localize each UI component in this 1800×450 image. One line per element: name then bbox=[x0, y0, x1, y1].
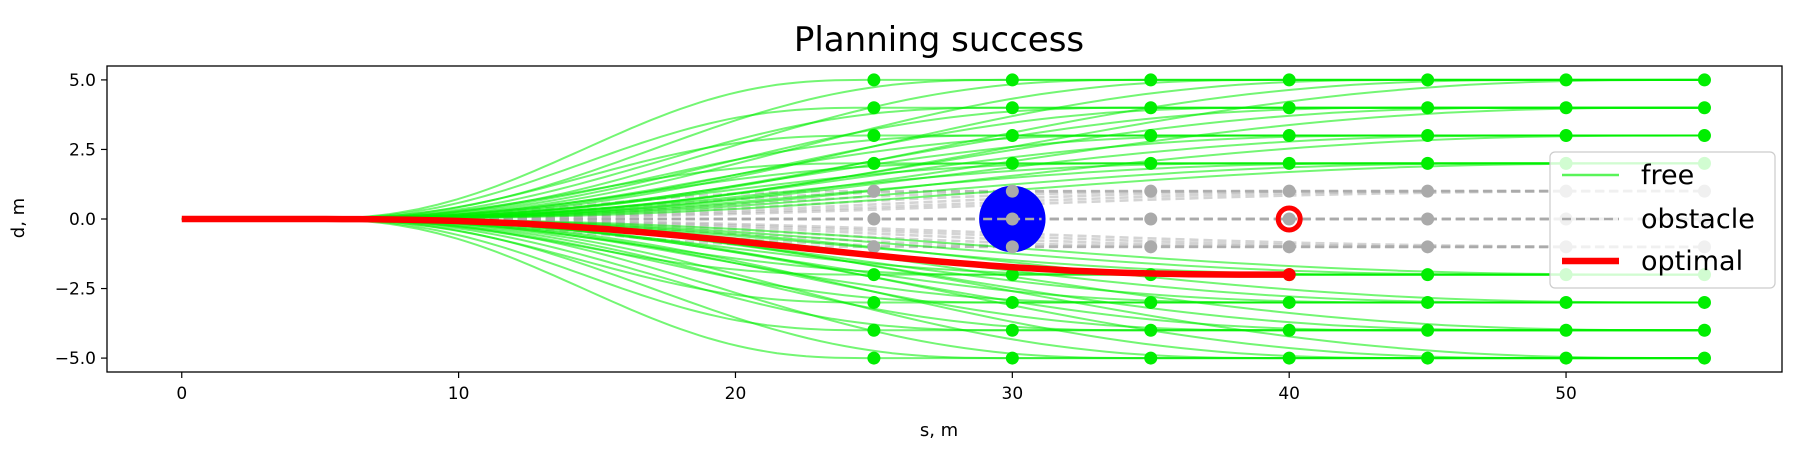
y-tick-label: 5.0 bbox=[69, 71, 96, 91]
free-target-point bbox=[1559, 323, 1573, 337]
free-target-point bbox=[1421, 73, 1435, 87]
free-target-point bbox=[1005, 129, 1019, 143]
free-target-point bbox=[867, 101, 881, 115]
free-target-point bbox=[867, 351, 881, 365]
free-target-point bbox=[1559, 73, 1573, 87]
free-target-point bbox=[1005, 295, 1019, 309]
legend-box bbox=[1549, 151, 1776, 289]
free-target-point bbox=[1421, 351, 1435, 365]
free-target-point bbox=[1005, 268, 1019, 282]
obstacle-target-point bbox=[1144, 212, 1158, 226]
obstacle-target-point bbox=[1421, 212, 1435, 226]
optimal-line bbox=[181, 215, 1290, 278]
free-target-point bbox=[1144, 129, 1158, 143]
free-target-point bbox=[1282, 351, 1296, 365]
optimal-path bbox=[181, 215, 1296, 282]
target-markers bbox=[867, 73, 1711, 365]
free-target-point bbox=[1144, 73, 1158, 87]
free-target-point bbox=[867, 295, 881, 309]
obstacle-target-point bbox=[1282, 240, 1296, 254]
legend: free obstacle optimal bbox=[1549, 151, 1776, 289]
free-target-point bbox=[1697, 351, 1711, 365]
free-target-point bbox=[1005, 73, 1019, 87]
chart-title: Planning success bbox=[794, 20, 1084, 60]
x-tick-label: 20 bbox=[725, 384, 747, 404]
free-target-point bbox=[867, 129, 881, 143]
obstacle-small bbox=[1275, 205, 1303, 233]
legend-label-obstacle: obstacle bbox=[1641, 204, 1755, 235]
free-target-point bbox=[1282, 73, 1296, 87]
x-axis-ticks: 0 10 20 30 40 50 bbox=[176, 372, 1577, 404]
obstacle-target-point bbox=[1282, 212, 1296, 226]
free-target-point bbox=[867, 268, 881, 282]
y-tick-label: −5.0 bbox=[55, 349, 96, 369]
free-target-point bbox=[1421, 129, 1435, 143]
free-target-point bbox=[1559, 101, 1573, 115]
obstacle-target-point bbox=[1005, 184, 1019, 198]
x-tick-label: 40 bbox=[1278, 384, 1300, 404]
y-tick-label: 2.5 bbox=[69, 140, 96, 160]
free-target-point bbox=[1282, 295, 1296, 309]
free-target-point bbox=[1144, 101, 1158, 115]
legend-label-free: free bbox=[1641, 160, 1694, 191]
free-target-point bbox=[1559, 351, 1573, 365]
free-trajectory bbox=[181, 78, 1705, 220]
obstacle-target-point bbox=[867, 184, 881, 198]
free-target-point bbox=[1559, 129, 1573, 143]
obstacle-target-point bbox=[1421, 240, 1435, 254]
free-target-point bbox=[1282, 323, 1296, 337]
free-target-point bbox=[1421, 295, 1435, 309]
free-target-point bbox=[1005, 101, 1019, 115]
free-trajectory bbox=[181, 78, 1705, 220]
free-trajectory bbox=[181, 78, 1705, 220]
obstacles bbox=[979, 184, 1303, 254]
free-target-point bbox=[867, 156, 881, 170]
free-target-point bbox=[1559, 295, 1573, 309]
free-target-point bbox=[1144, 295, 1158, 309]
x-tick-label: 30 bbox=[1002, 384, 1024, 404]
obstacle-target-point bbox=[1144, 240, 1158, 254]
free-target-point bbox=[1282, 101, 1296, 115]
optimal-end-point bbox=[1282, 268, 1296, 282]
free-target-point bbox=[1005, 156, 1019, 170]
free-target-point bbox=[1421, 268, 1435, 282]
free-target-point bbox=[1005, 351, 1019, 365]
free-target-point bbox=[1144, 323, 1158, 337]
free-target-point bbox=[1697, 295, 1711, 309]
x-tick-label: 50 bbox=[1555, 384, 1577, 404]
free-target-point bbox=[1421, 323, 1435, 337]
free-target-point bbox=[1421, 156, 1435, 170]
free-target-point bbox=[867, 73, 881, 87]
free-target-point bbox=[1697, 73, 1711, 87]
free-target-point bbox=[1697, 101, 1711, 115]
y-axis-ticks: −5.0 −2.5 0.0 2.5 5.0 bbox=[55, 71, 107, 369]
free-target-point bbox=[1282, 156, 1296, 170]
free-trajectory bbox=[181, 78, 1705, 220]
legend-label-optimal: optimal bbox=[1641, 246, 1743, 277]
obstacle-target-point bbox=[1005, 240, 1019, 254]
free-target-point bbox=[1005, 323, 1019, 337]
x-axis-label: s, m bbox=[920, 420, 958, 441]
free-target-point bbox=[1144, 351, 1158, 365]
obstacle-target-point bbox=[1144, 184, 1158, 198]
free-trajectory bbox=[181, 78, 1705, 220]
free-target-point bbox=[1697, 129, 1711, 143]
y-tick-label: −2.5 bbox=[55, 280, 96, 300]
free-target-point bbox=[1421, 101, 1435, 115]
obstacle-target-point bbox=[1421, 184, 1435, 198]
y-tick-label: 0.0 bbox=[69, 210, 96, 230]
obstacle-target-point bbox=[867, 212, 881, 226]
obstacle-target-point bbox=[867, 240, 881, 254]
free-target-point bbox=[1697, 323, 1711, 337]
free-target-point bbox=[1282, 129, 1296, 143]
free-target-point bbox=[867, 323, 881, 337]
y-axis-label: d, m bbox=[8, 198, 29, 238]
free-target-point bbox=[1144, 156, 1158, 170]
x-tick-label: 10 bbox=[448, 384, 470, 404]
obstacle-target-point bbox=[1282, 184, 1296, 198]
x-tick-label: 0 bbox=[176, 384, 187, 404]
